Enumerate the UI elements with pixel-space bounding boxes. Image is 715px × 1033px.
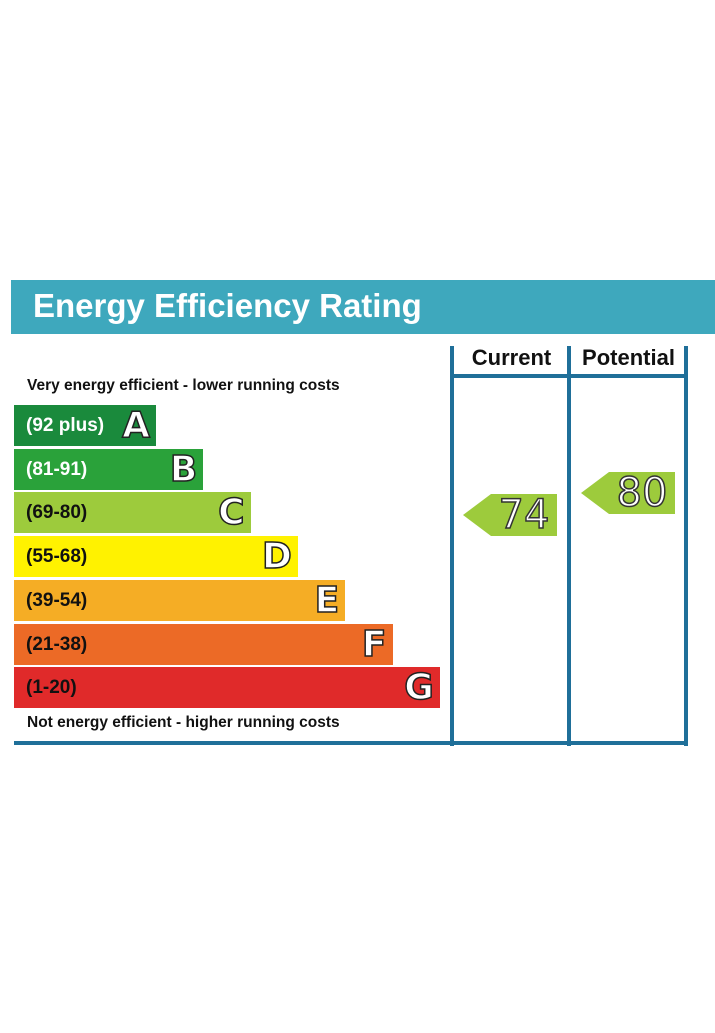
band-b: (81-91) B [14, 448, 204, 491]
band-f: (21-38) F [14, 623, 393, 666]
current-column-header: Current [471, 345, 552, 370]
band-letter: B [169, 448, 198, 491]
band-letter: E [314, 579, 340, 622]
page-title: Energy Efficiency Rating [33, 287, 422, 324]
band-letter: D [261, 535, 292, 578]
band-range-label: (92 plus) [26, 415, 105, 436]
band-letter: G [403, 666, 434, 709]
frame-divider-line [567, 346, 571, 746]
band-range-label: (21-38) [26, 633, 88, 655]
frame-right-line [684, 346, 688, 746]
band-range-label: (39-54) [26, 589, 88, 611]
band-a: (92 plus) A [14, 404, 156, 447]
band-range-label: (55-68) [26, 546, 88, 568]
band-range-label: (81-91) [26, 458, 88, 480]
band-d: (55-68) D [14, 535, 298, 578]
band-c: (69-80) C [14, 492, 251, 535]
band-letter: A [121, 404, 150, 447]
current-rating-value: 74 [498, 492, 550, 538]
band-g: (1-20) G [14, 666, 440, 709]
band-range-label: (1-20) [26, 677, 77, 699]
current-rating-arrow [463, 494, 557, 536]
title-bar: Energy Efficiency Rating [11, 280, 715, 334]
potential-column-header: Potential [582, 345, 675, 370]
band-range-label: (69-80) [26, 502, 88, 524]
frame-header-line [450, 374, 688, 378]
bottom-caption: Not energy efficient - higher running co… [27, 714, 340, 731]
band-letter: F [361, 623, 387, 666]
frame-bottom-line [14, 741, 688, 745]
potential-rating-arrow [581, 472, 675, 514]
band-e: (39-54) E [14, 579, 346, 622]
top-caption: Very energy efficient - lower running co… [27, 377, 340, 394]
frame-left-line [450, 346, 454, 746]
band-letter: C [217, 492, 245, 535]
potential-rating-value: 80 [616, 470, 668, 516]
